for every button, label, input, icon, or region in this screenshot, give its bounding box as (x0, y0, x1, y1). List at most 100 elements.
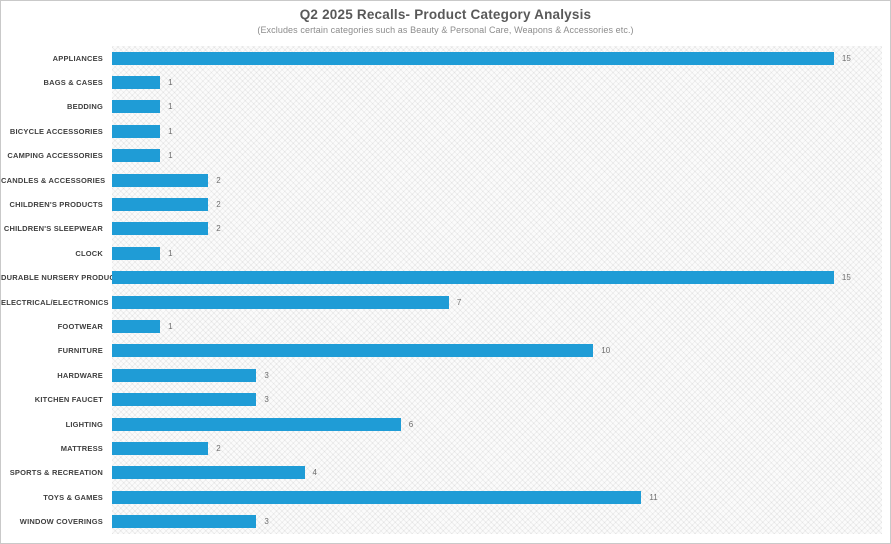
bar-row: KITCHEN FAUCET 3 (1, 387, 882, 411)
bar-row: FOOTWEAR 1 (1, 314, 882, 338)
value-label: 2 (216, 200, 221, 210)
category-label: TOYS & GAMES (43, 492, 103, 502)
bar (112, 295, 449, 309)
bar-track: 15 (112, 46, 882, 70)
bar (112, 466, 305, 480)
bar-track: 6 (112, 412, 882, 436)
category-label: FURNITURE (57, 346, 103, 356)
bar-track: 3 (112, 387, 882, 411)
category-label: BEDDING (67, 102, 103, 112)
category-label: CAMPING ACCESSORIES (7, 151, 103, 161)
bar-row: APPLIANCES 15 (1, 46, 882, 70)
value-label: 6 (408, 419, 414, 429)
bar-track: 1 (112, 144, 882, 168)
category-label: CANDLES & ACCESSORIES (1, 175, 106, 185)
value-label: 1 (168, 126, 173, 136)
bar-row: CHILDREN'S PRODUCTS 2 (1, 192, 882, 216)
bar (112, 100, 161, 114)
category-label: DURABLE NURSERY PRODUCT (1, 273, 120, 283)
value-label: 3 (264, 370, 269, 380)
bar-row: CLOCK 1 (1, 241, 882, 265)
bar (112, 490, 642, 504)
value-label: 15 (841, 53, 851, 63)
category-label: FOOTWEAR (57, 321, 103, 331)
bar (112, 271, 834, 285)
category-label: KITCHEN FAUCET (34, 395, 103, 405)
category-label: CHILDREN'S PRODUCTS (9, 200, 103, 210)
bar-row: ELECTRICAL/ELECTRONICS 7 (1, 290, 882, 314)
chart-header: Q2 2025 Recalls- Product Category Analys… (1, 7, 890, 35)
bar-row: BICYCLE ACCESSORIES 1 (1, 119, 882, 143)
category-label: CHILDREN'S SLEEPWEAR (3, 224, 103, 234)
bar-track: 2 (112, 217, 882, 241)
bar-row: MATTRESS 2 (1, 436, 882, 460)
value-label: 1 (168, 102, 173, 112)
value-label: 3 (264, 517, 269, 527)
bar (112, 441, 209, 455)
value-label: 1 (168, 321, 173, 331)
value-label: 1 (168, 151, 173, 161)
bar-track: 10 (112, 339, 882, 363)
category-label: ELECTRICAL/ELECTRONICS (1, 297, 109, 307)
category-label: HARDWARE (57, 370, 103, 380)
bar (112, 198, 209, 212)
chart-subtitle: (Excludes certain categories such as Bea… (257, 25, 634, 35)
bar-rows: APPLIANCES 15 BAGS & CASES 1 BEDDING 1 BICYCLE… (1, 46, 882, 534)
category-label: LIGHTING (65, 419, 103, 429)
bar-row: BEDDING 1 (1, 95, 882, 119)
bar-track: 7 (112, 290, 882, 314)
value-label: 4 (312, 468, 317, 478)
value-label: 2 (216, 175, 221, 185)
bar-track: 4 (112, 461, 882, 485)
category-label: BAGS & CASES (43, 78, 103, 88)
bar-track: 1 (112, 95, 882, 119)
value-label: 3 (264, 395, 269, 405)
bar-track: 1 (112, 70, 882, 94)
bar-track: 2 (112, 192, 882, 216)
bar-row: WINDOW COVERINGS 3 (1, 509, 882, 533)
bar (112, 149, 161, 163)
bar-row: TOYS & GAMES 11 (1, 485, 882, 509)
value-label: 2 (216, 443, 221, 453)
bar-track: 2 (112, 436, 882, 460)
bar-row: CAMPING ACCESSORIES 1 (1, 144, 882, 168)
value-label: 2 (216, 224, 221, 234)
bar-row: CHILDREN'S SLEEPWEAR 2 (1, 217, 882, 241)
bar (112, 393, 257, 407)
bar-row: SPORTS & RECREATION 4 (1, 461, 882, 485)
category-label: CLOCK (75, 248, 103, 258)
bar-track: 3 (112, 363, 882, 387)
value-label: 11 (649, 492, 658, 502)
bar (112, 368, 257, 382)
bar (112, 124, 161, 138)
bar-row: CANDLES & ACCESSORIES 2 (1, 168, 882, 192)
bar (112, 51, 834, 65)
bar (112, 222, 209, 236)
bar-row: LIGHTING 6 (1, 412, 882, 436)
bar-track: 11 (112, 485, 882, 509)
bar-track: 3 (112, 509, 882, 533)
category-label: APPLIANCES (52, 53, 103, 63)
value-label: 15 (841, 273, 851, 283)
category-label: BICYCLE ACCESSORIES (9, 126, 103, 136)
bar (112, 515, 257, 529)
category-label: MATTRESS (60, 443, 103, 453)
value-label: 1 (168, 248, 173, 258)
bar (112, 319, 161, 333)
value-label: 10 (601, 346, 611, 356)
bar-track: 1 (112, 119, 882, 143)
bar-track: 15 (112, 266, 882, 290)
value-label: 7 (456, 297, 462, 307)
bar (112, 173, 209, 187)
bar (112, 246, 161, 260)
bar-track: 1 (112, 314, 882, 338)
plot-area (112, 46, 882, 534)
bar-row: BAGS & CASES 1 (1, 70, 882, 94)
bar-track: 1 (112, 241, 882, 265)
bar (112, 76, 161, 90)
category-label: SPORTS & RECREATION (9, 468, 103, 478)
value-label: 1 (168, 78, 173, 88)
bar-row: DURABLE NURSERY PRODUCT 15 (1, 266, 882, 290)
bar (112, 417, 401, 431)
